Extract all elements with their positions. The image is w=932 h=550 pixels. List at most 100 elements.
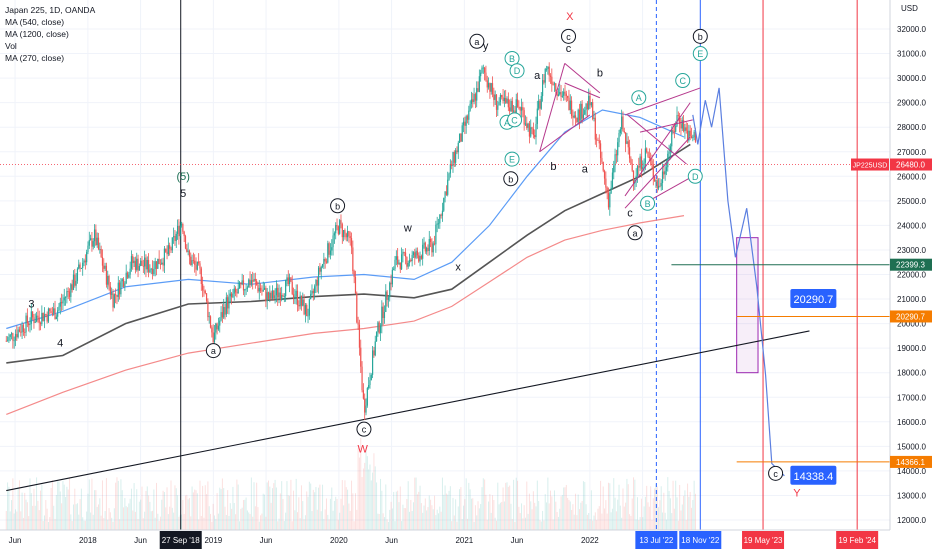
volume-bar bbox=[673, 508, 675, 530]
volume-bar bbox=[293, 490, 295, 530]
time-axis[interactable]: Jun2018Jun2019Jun2020Jun2021Jun2022Jun27… bbox=[0, 529, 890, 550]
volume-bar bbox=[138, 501, 140, 530]
volume-bar bbox=[617, 499, 619, 530]
candle-body bbox=[428, 239, 430, 252]
candle-body bbox=[286, 277, 288, 281]
volume-bar bbox=[430, 499, 432, 530]
candle-body bbox=[474, 94, 476, 101]
volume-bar bbox=[382, 513, 384, 530]
candle-body bbox=[68, 291, 71, 297]
volume-bar bbox=[220, 489, 222, 530]
volume-bar bbox=[150, 511, 152, 530]
wave-label: a bbox=[534, 70, 541, 82]
volume-bar bbox=[217, 513, 219, 530]
volume-bar bbox=[553, 490, 555, 530]
candle-body bbox=[605, 178, 607, 188]
volume-bar bbox=[601, 513, 603, 530]
candle-body bbox=[328, 243, 330, 255]
volume-bar bbox=[435, 515, 437, 530]
volume-bar bbox=[327, 514, 329, 530]
volume-bar bbox=[513, 479, 515, 530]
candle-body bbox=[290, 277, 292, 282]
triangle-patterns bbox=[539, 62, 701, 209]
volume-bar bbox=[546, 502, 548, 530]
price-tick-label: 32000.0 bbox=[897, 25, 926, 34]
volume-bar bbox=[494, 517, 496, 530]
target-zone bbox=[736, 237, 759, 374]
volume-bar bbox=[157, 513, 159, 530]
candle-body bbox=[337, 226, 339, 234]
volume-bar bbox=[144, 511, 146, 530]
volume-bar bbox=[177, 495, 179, 530]
candle-body bbox=[220, 312, 222, 321]
candle-body bbox=[358, 324, 361, 348]
volume-bar bbox=[133, 483, 135, 530]
candle-body bbox=[513, 110, 515, 112]
volume-bar bbox=[415, 477, 417, 530]
candle-body bbox=[32, 311, 34, 318]
volume-bar bbox=[146, 486, 148, 530]
candle-body bbox=[518, 106, 520, 108]
volume-bar bbox=[184, 495, 186, 530]
volume-bar bbox=[679, 484, 681, 530]
volume-bar bbox=[397, 490, 399, 530]
candle-body bbox=[668, 151, 670, 154]
candle-body bbox=[154, 261, 156, 270]
candle-body bbox=[693, 131, 695, 138]
candle-body bbox=[422, 244, 424, 259]
volume-bar bbox=[113, 508, 115, 530]
volume-bar bbox=[432, 509, 434, 530]
horizontal-levels bbox=[0, 164, 890, 463]
volume-bar bbox=[46, 508, 48, 530]
volume-bar bbox=[353, 521, 355, 530]
volume-bar bbox=[216, 493, 218, 530]
volume-bar bbox=[418, 491, 420, 530]
volume-bar bbox=[50, 487, 52, 530]
volume-bar bbox=[181, 514, 183, 530]
wave-label: b bbox=[550, 161, 556, 173]
time-tick-label: Jun bbox=[385, 536, 398, 545]
candle-body bbox=[538, 100, 540, 109]
candle-body bbox=[10, 333, 13, 335]
volume-bar bbox=[498, 504, 500, 530]
volume-bar bbox=[121, 490, 123, 530]
candle-body bbox=[464, 121, 466, 126]
wave-label: D bbox=[692, 172, 699, 182]
volume-bar bbox=[233, 503, 235, 530]
candle-body bbox=[225, 297, 227, 315]
volume-bar bbox=[356, 509, 358, 530]
candle-body bbox=[361, 366, 363, 391]
price-boxes[interactable]: 20290.7 14338.4 bbox=[790, 289, 837, 485]
volume-bar bbox=[98, 504, 100, 530]
candle-body bbox=[557, 94, 560, 96]
wave-circle bbox=[640, 195, 656, 211]
wave-circle bbox=[627, 225, 643, 241]
volume-bar bbox=[78, 514, 80, 530]
volume-bar bbox=[535, 506, 537, 530]
candle-body bbox=[116, 294, 118, 297]
time-tick-label: 2022 bbox=[581, 536, 599, 545]
candle-body bbox=[29, 323, 31, 326]
candle-body bbox=[308, 299, 310, 316]
volume-bar bbox=[167, 514, 169, 530]
candle-body bbox=[586, 103, 589, 110]
pattern-line bbox=[639, 119, 693, 133]
candle-body bbox=[482, 67, 484, 69]
candle-body bbox=[476, 88, 478, 101]
volume-bar bbox=[622, 488, 624, 530]
candle-body bbox=[447, 179, 449, 195]
candle-body bbox=[456, 150, 458, 153]
volume-bar bbox=[568, 499, 570, 530]
volume-bar bbox=[87, 493, 89, 530]
volume-bar bbox=[646, 485, 648, 530]
candle-body bbox=[576, 117, 578, 123]
price-axis[interactable]: USD 12000.0 13000.0 14000.0 15000.0 16000.0 17… bbox=[851, 0, 932, 550]
volume-bar bbox=[354, 493, 356, 530]
volume-bar bbox=[53, 505, 55, 530]
candle-body bbox=[432, 243, 434, 253]
candle-body bbox=[187, 250, 189, 252]
candle-body bbox=[407, 262, 409, 267]
volume-bar bbox=[517, 480, 519, 530]
